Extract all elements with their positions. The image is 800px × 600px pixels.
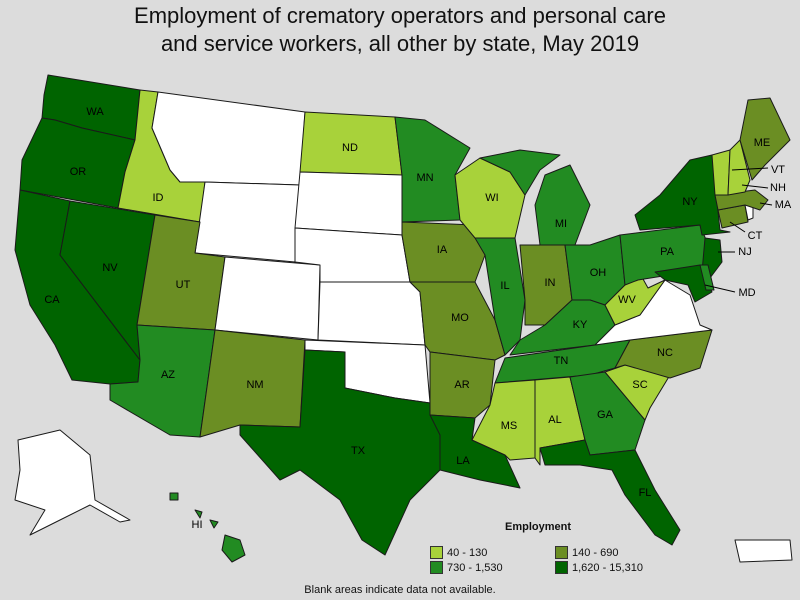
legend-swatch-3 bbox=[430, 561, 443, 574]
label-TX: TX bbox=[351, 445, 366, 457]
state-ME[interactable] bbox=[739, 97, 791, 181]
label-NJ: NJ bbox=[738, 246, 751, 258]
leader-ct bbox=[729, 221, 746, 233]
legend-label-4: 1,620 - 15,310 bbox=[572, 561, 643, 574]
state-SD[interactable] bbox=[294, 171, 403, 236]
label-NM: NM bbox=[246, 379, 263, 391]
label-VT: VT bbox=[771, 164, 785, 176]
state-AK[interactable] bbox=[14, 429, 131, 536]
label-WA: WA bbox=[86, 106, 104, 118]
legend-swatch-4 bbox=[555, 561, 568, 574]
label-MD: MD bbox=[738, 287, 755, 299]
legend-swatch-2 bbox=[555, 546, 568, 559]
footnote: Blank areas indicate data not available. bbox=[304, 584, 496, 596]
label-TN: TN bbox=[554, 355, 569, 367]
state-HI[interactable] bbox=[169, 492, 246, 563]
label-ND: ND bbox=[342, 142, 358, 154]
state-NY[interactable] bbox=[634, 154, 731, 236]
label-CA: CA bbox=[44, 294, 60, 306]
legend-label-3: 730 - 1,530 bbox=[447, 561, 503, 574]
leader-vt bbox=[731, 167, 769, 171]
label-OR: OR bbox=[70, 166, 87, 178]
label-NY: NY bbox=[682, 196, 698, 208]
state-KS[interactable] bbox=[317, 281, 426, 346]
legend-item-2: 140 - 690 bbox=[555, 546, 618, 559]
label-IA: IA bbox=[437, 244, 448, 256]
label-UT: UT bbox=[176, 279, 191, 291]
leader-md bbox=[704, 284, 736, 293]
label-MS: MS bbox=[501, 420, 518, 432]
label-IN: IN bbox=[545, 277, 556, 289]
label-AL: AL bbox=[548, 414, 561, 426]
label-GA: GA bbox=[597, 409, 614, 421]
state-VT[interactable] bbox=[711, 149, 731, 196]
label-AZ: AZ bbox=[161, 369, 175, 381]
legend-title: Employment bbox=[505, 521, 572, 533]
legend-label-2: 140 - 690 bbox=[572, 546, 619, 559]
state-CO[interactable] bbox=[214, 256, 321, 341]
legend-swatch-1 bbox=[430, 546, 443, 559]
state-IL[interactable] bbox=[474, 237, 526, 356]
map-title: Employment of crematory operators and pe… bbox=[0, 2, 800, 58]
label-NV: NV bbox=[102, 262, 118, 274]
label-ID: ID bbox=[153, 192, 164, 204]
label-AR: AR bbox=[454, 379, 469, 391]
state-LA[interactable] bbox=[429, 414, 521, 489]
label-MI: MI bbox=[555, 218, 567, 230]
legend-label-1: 40 - 130 bbox=[447, 546, 488, 559]
label-IL: IL bbox=[500, 280, 509, 292]
label-WV: WV bbox=[618, 294, 636, 306]
label-MO: MO bbox=[451, 312, 469, 324]
label-PA: PA bbox=[660, 246, 675, 258]
label-FL: FL bbox=[639, 487, 652, 499]
label-SC: SC bbox=[632, 379, 647, 391]
label-CT: CT bbox=[748, 230, 763, 242]
label-MN: MN bbox=[416, 172, 433, 184]
legend-item-3: 730 - 1,530 bbox=[430, 561, 503, 574]
label-KY: KY bbox=[573, 319, 588, 331]
label-NH: NH bbox=[770, 182, 786, 194]
leader-ma bbox=[759, 202, 773, 206]
legend-item-4: 1,620 - 15,310 bbox=[555, 561, 643, 574]
title-line-1: Employment of crematory operators and pe… bbox=[134, 3, 666, 28]
label-NC: NC bbox=[657, 347, 673, 359]
label-MA: MA bbox=[775, 199, 792, 211]
label-HI: HI bbox=[192, 519, 203, 531]
state-WY[interactable] bbox=[194, 181, 301, 263]
label-OH: OH bbox=[590, 267, 607, 279]
label-ME: ME bbox=[754, 137, 771, 149]
state-TX[interactable] bbox=[239, 349, 441, 556]
territory-PR[interactable] bbox=[734, 539, 793, 563]
leader-nh bbox=[741, 184, 769, 189]
label-LA: LA bbox=[456, 455, 470, 467]
legend-item-1: 40 - 130 bbox=[430, 546, 487, 559]
title-line-2: and service workers, all other by state,… bbox=[160, 31, 640, 56]
label-WI: WI bbox=[485, 192, 498, 204]
state-DE[interactable] bbox=[699, 264, 715, 291]
state-FL[interactable] bbox=[539, 439, 681, 546]
state-MT[interactable] bbox=[151, 91, 306, 186]
